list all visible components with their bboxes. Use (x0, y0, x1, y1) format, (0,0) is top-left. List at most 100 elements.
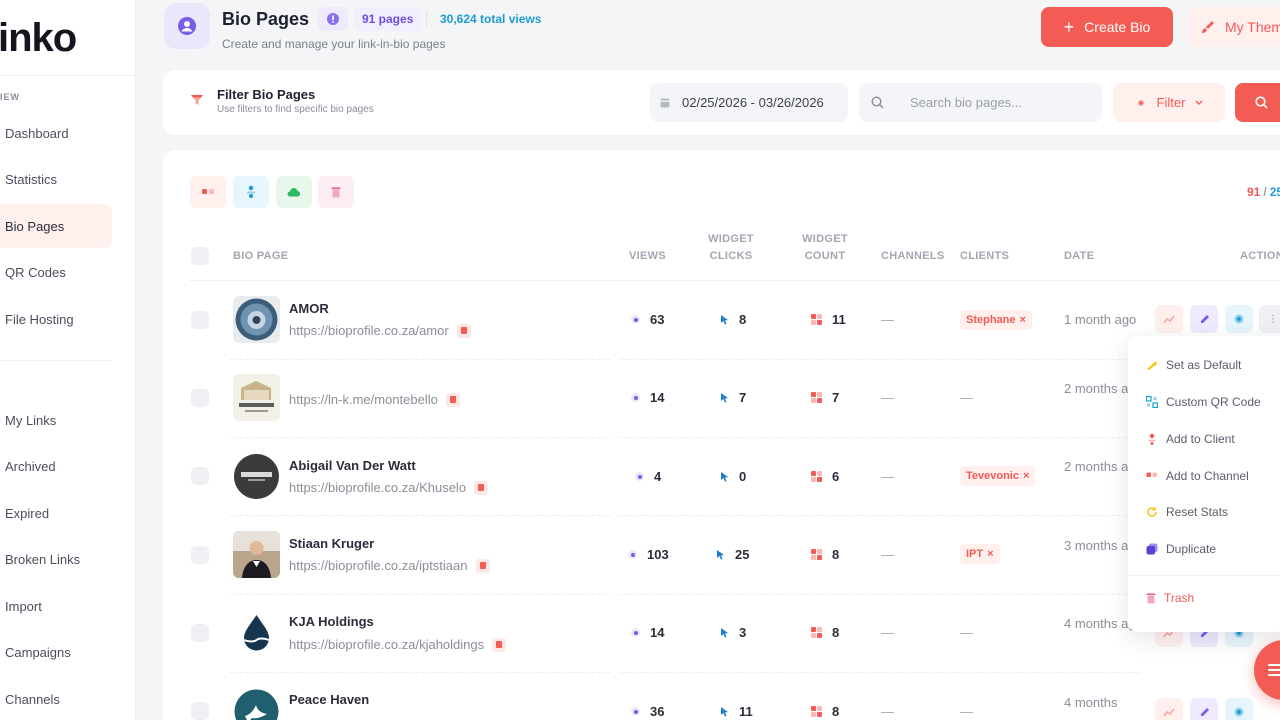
bio-name[interactable]: Abigail Van Der Watt (289, 458, 416, 473)
bio-name[interactable]: Stiaan Kruger (289, 536, 375, 551)
search-input[interactable]: Search bio pages... (859, 83, 1102, 122)
clients-value: — (960, 625, 973, 640)
bulk-channel-button[interactable] (190, 176, 226, 208)
row-checkbox[interactable] (191, 311, 209, 329)
client-tag[interactable]: Stephane × (960, 310, 1032, 330)
menu-item-set-default[interactable]: Set as Default (1146, 358, 1241, 372)
edit-action-button[interactable] (1190, 305, 1218, 333)
bulk-cloud-button[interactable] (276, 176, 312, 208)
column-header-date[interactable]: DATE (1064, 250, 1095, 262)
bio-name[interactable]: AMOR (289, 301, 329, 316)
montebello-logo (233, 374, 280, 421)
column-header-bio-page[interactable]: BIO PAGE (233, 250, 289, 262)
bio-thumbnail[interactable] (233, 453, 280, 500)
pages-count-badge: 91 pages (354, 7, 422, 31)
date-value: 1 month ago (1064, 312, 1137, 327)
view-action-button[interactable] (1225, 305, 1253, 333)
row-checkbox[interactable] (191, 702, 209, 720)
copy-icon[interactable] (445, 392, 460, 407)
sidebar-item-archived[interactable]: Archived (5, 458, 56, 474)
menu-item-add-channel[interactable]: Add to Channel (1146, 469, 1249, 483)
bio-url[interactable]: https://bioprofile.co.za/Khuselo (289, 480, 489, 495)
pagination-count: 91/25 (1247, 185, 1280, 199)
menu-item-add-client[interactable]: Add to Client (1146, 432, 1235, 446)
bulk-delete-button[interactable] (318, 176, 354, 208)
filter-button[interactable]: Filter (1113, 83, 1225, 122)
column-header-widget-clicks[interactable]: WIDGET CLICKS (708, 233, 754, 262)
menu-item-custom-qr[interactable]: Custom QR Code (1146, 395, 1261, 409)
copy-icon[interactable] (474, 480, 489, 495)
remove-icon[interactable]: × (1023, 470, 1030, 482)
row-divider (230, 594, 610, 595)
bio-url[interactable]: https://ln-k.me/montebello (289, 392, 460, 407)
sidebar-item-import[interactable]: Import (5, 598, 42, 614)
stats-action-button[interactable] (1155, 305, 1183, 333)
sidebar-section-label: IEW (0, 92, 20, 102)
sidebar-item-dashboard[interactable]: Dashboard (5, 125, 69, 141)
page-icon (164, 3, 210, 49)
column-header-widget-count[interactable]: WIDGET COUNT (802, 233, 848, 262)
bio-name[interactable]: KJA Holdings (289, 614, 374, 629)
sidebar-item-channels[interactable]: Channels (5, 691, 60, 707)
sidebar-item-qr-codes[interactable]: QR Codes (5, 264, 66, 280)
row-checkbox[interactable] (191, 389, 209, 407)
bio-thumbnail[interactable] (233, 609, 280, 656)
app-logo[interactable]: inko (0, 16, 77, 60)
filter-title: Filter Bio Pages (217, 87, 316, 102)
widgets-icon (811, 392, 822, 403)
bio-url-text: https://bioprofile.co.za/amor (289, 323, 449, 338)
column-header-actions: ACTIONS (1240, 250, 1280, 262)
sidebar-item-file-hosting[interactable]: File Hosting (5, 311, 74, 327)
sidebar-item-campaigns[interactable]: Campaigns (5, 644, 71, 660)
info-button[interactable] (318, 7, 348, 31)
widgets-count: 7 (832, 390, 840, 405)
bio-name[interactable]: Peace Haven (289, 692, 370, 707)
bulk-client-button[interactable] (233, 176, 269, 208)
copy-icon[interactable] (475, 558, 490, 573)
more-action-button[interactable]: ⋮ (1259, 305, 1280, 333)
remove-icon[interactable]: × (1019, 314, 1026, 326)
bio-url[interactable]: https://bioprofile.co.za/amor (289, 323, 471, 338)
row-checkbox[interactable] (191, 624, 209, 642)
copy-icon[interactable] (492, 637, 507, 652)
channels-value: — (881, 469, 894, 484)
bio-pages-table-card (163, 150, 1280, 720)
duplicate-icon (1146, 543, 1158, 555)
stats-action-button[interactable] (1155, 698, 1183, 720)
menu-item-reset-stats[interactable]: Reset Stats (1146, 505, 1228, 519)
row-checkbox[interactable] (191, 546, 209, 564)
bio-thumbnail[interactable] (233, 688, 280, 720)
widgets-icon (811, 471, 822, 482)
water-drop-logo (243, 615, 270, 651)
copy-icon[interactable] (456, 323, 471, 338)
sidebar-item-statistics[interactable]: Statistics (5, 171, 58, 187)
bio-url[interactable]: https://bioprofile.co.za/iptstiaan (289, 558, 490, 573)
sidebar-item-broken-links[interactable]: Broken Links (5, 551, 81, 567)
row-checkbox[interactable] (191, 467, 209, 485)
menu-item-label: Custom QR Code (1166, 395, 1261, 409)
date-value: 2 months ago (1064, 381, 1143, 396)
bio-thumbnail[interactable] (233, 296, 280, 343)
sidebar-item-my-links[interactable]: My Links (5, 412, 57, 428)
views-count: 14 (650, 625, 665, 640)
client-tag[interactable]: Tevevonic × (960, 466, 1036, 486)
select-all-checkbox[interactable] (191, 247, 209, 265)
column-header-views[interactable]: VIEWS (629, 250, 666, 262)
edit-action-button[interactable] (1190, 698, 1218, 720)
column-header-channels: CHANNELS (881, 250, 945, 262)
menu-item-duplicate[interactable]: Duplicate (1146, 542, 1216, 556)
my-themes-button[interactable]: My Themes (1187, 7, 1280, 47)
create-bio-button[interactable]: + Create Bio (1041, 7, 1173, 47)
bio-url[interactable]: https://bioprofile.co.za/kjaholdings (289, 637, 507, 652)
chevron-down-icon (1195, 100, 1203, 105)
bio-thumbnail[interactable] (233, 374, 280, 421)
search-submit-button[interactable] (1235, 83, 1280, 122)
sidebar-item-bio-pages[interactable]: Bio Pages (0, 204, 112, 248)
remove-icon[interactable]: × (987, 548, 994, 560)
sidebar-item-expired[interactable]: Expired (5, 505, 50, 521)
client-tag[interactable]: IPT × (960, 544, 1000, 564)
menu-item-trash[interactable]: Trash (1146, 591, 1194, 605)
date-range-input[interactable]: 02/25/2026 - 03/26/2026 (650, 83, 848, 122)
bio-thumbnail[interactable] (233, 531, 280, 578)
view-action-button[interactable] (1225, 698, 1253, 720)
